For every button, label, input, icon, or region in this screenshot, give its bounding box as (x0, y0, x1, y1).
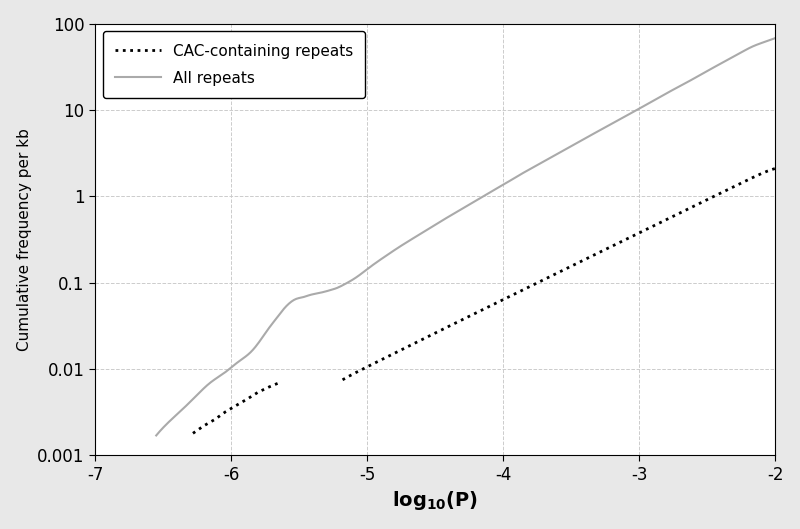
CAC-containing repeats (232, 402, 242, 408)
CAC-containing repeats (242, 396, 252, 402)
CAC-containing repeats (264, 384, 274, 390)
CAC-containing repeats (188, 430, 198, 436)
All repeats (658, 92, 668, 98)
X-axis label: $\mathbf{log_{10}(P)}$: $\mathbf{log_{10}(P)}$ (392, 489, 478, 512)
CAC-containing repeats (210, 416, 219, 423)
Line: All repeats: All repeats (156, 38, 775, 435)
All repeats (520, 169, 530, 175)
All repeats (446, 213, 455, 219)
All repeats (755, 40, 765, 47)
CAC-containing repeats (199, 423, 209, 429)
CAC-containing repeats (275, 379, 285, 386)
All repeats (486, 188, 496, 195)
Legend: CAC-containing repeats, All repeats: CAC-containing repeats, All repeats (102, 31, 366, 98)
All repeats (770, 35, 780, 41)
All repeats (449, 211, 458, 217)
Y-axis label: Cumulative frequency per kb: Cumulative frequency per kb (17, 128, 32, 351)
Line: CAC-containing repeats: CAC-containing repeats (193, 382, 280, 433)
CAC-containing repeats (254, 389, 263, 395)
CAC-containing repeats (221, 408, 230, 415)
All repeats (151, 432, 161, 439)
